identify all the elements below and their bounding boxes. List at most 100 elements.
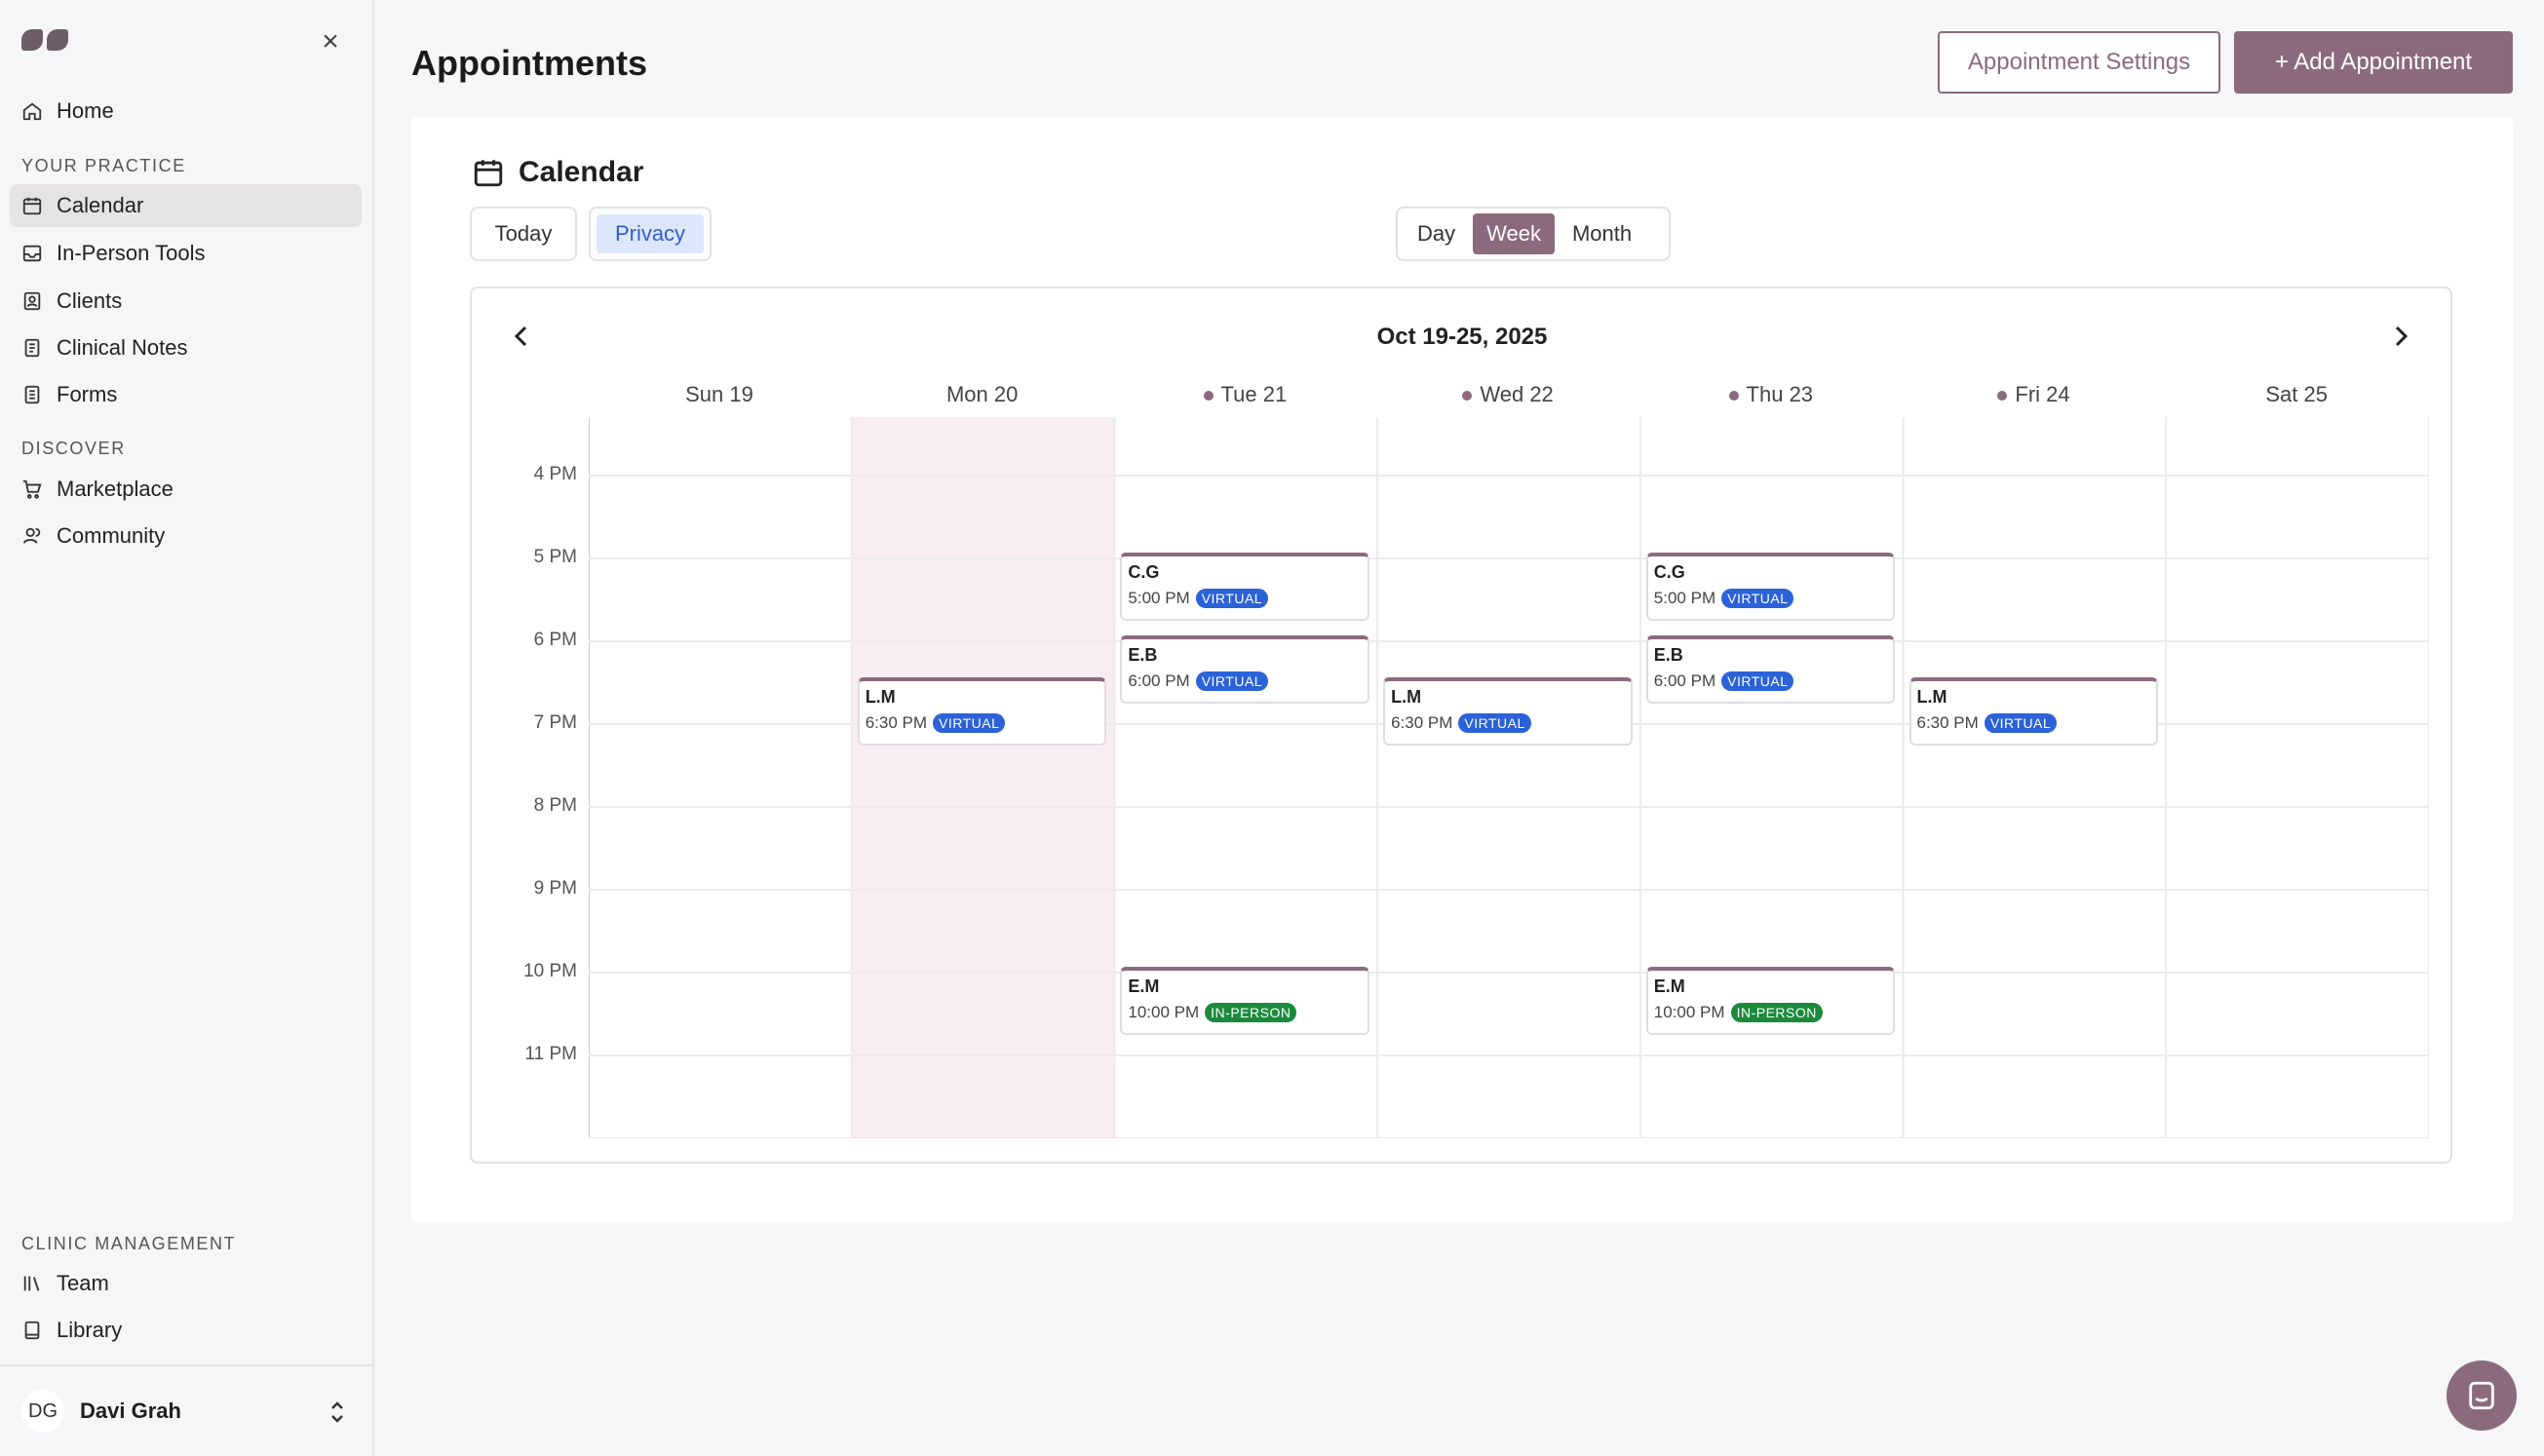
hour-label: 9 PM [533,878,577,899]
appointment-time-row: 6:30 PM VIRTUAL [1391,712,1631,733]
sidebar-item-clinical-notes[interactable]: Clinical Notes [10,326,362,369]
calendar-heading: Calendar [472,156,643,189]
sidebar-item-in-person-tools[interactable]: In-Person Tools [10,232,362,275]
view-month-button[interactable]: Month [1571,221,1633,246]
sidebar-item-label: Forms [57,382,118,406]
today-button[interactable]: Today [470,207,577,261]
appointment-card[interactable]: E.M 10:00 PM IN-PERSON [1645,967,1896,1035]
appointment-time: 5:00 PM [1653,589,1716,607]
day-header[interactable]: Fri 24 [1904,382,2165,407]
hour-label: 5 PM [533,547,577,567]
user-menu[interactable]: DG Davi Grah [0,1364,372,1456]
page-title: Appointments [411,43,647,83]
day-header[interactable]: Sat 25 [2166,382,2427,407]
section-label-discover: DISCOVER [21,439,126,458]
appointment-time-row: 6:30 PM VIRTUAL [1917,712,2157,733]
sidebar-item-clients[interactable]: Clients [10,280,362,323]
appointment-client: E.B [1653,645,1683,665]
book-icon [24,1321,40,1340]
appointment-card[interactable]: L.M 6:30 PM VIRTUAL [1383,676,1633,746]
hour-label: 7 PM [533,712,577,733]
day-header[interactable]: Tue 21 [1114,382,1375,407]
day-header-label: Wed 22 [1480,382,1554,406]
hour-label: 10 PM [523,961,577,981]
privacy-button[interactable]: Privacy [597,214,704,253]
sidebar-item-team[interactable]: Team [10,1262,362,1305]
appointment-type-badge: VIRTUAL [933,712,1006,733]
inbox-icon [22,245,42,262]
hour-label: 4 PM [533,464,577,484]
user-name: Davi Grah [80,1399,181,1423]
appointment-card[interactable]: L.M 6:30 PM VIRTUAL [1908,676,2159,746]
privacy-toggle[interactable]: Privacy [589,207,712,261]
sidebar-item-marketplace[interactable]: Marketplace [10,468,362,511]
sidebar-item-label: Home [57,98,114,123]
appointment-time-row: 5:00 PM VIRTUAL [1128,589,1368,608]
appointment-client: C.G [1128,562,1160,582]
library-stacks-icon [23,1276,40,1291]
sidebar-item-label: Clients [57,288,123,313]
sidebar-item-library[interactable]: Library [10,1309,362,1352]
sidebar-item-label: Calendar [57,193,144,217]
appointment-time: 10:00 PM [1128,1003,1200,1021]
section-label-clinic: CLINIC MANAGEMENT [21,1234,237,1253]
appointment-type-badge: IN-PERSON [1730,1003,1823,1022]
appointment-time: 5:00 PM [1128,589,1190,607]
add-appointment-button[interactable]: + Add Appointment [2234,31,2513,94]
week-range-label: Oct 19-25, 2025 [1376,324,1548,350]
appointment-card[interactable]: E.M 10:00 PM IN-PERSON [1120,967,1370,1035]
chevron-up-down-icon[interactable] [328,1398,347,1427]
appointment-time-row: 6:00 PM VIRTUAL [1128,671,1368,691]
has-events-dot [1728,391,1739,402]
appointment-type-badge: VIRTUAL [1721,589,1794,608]
sidebar-item-label: In-Person Tools [57,241,206,265]
day-header[interactable]: Sun 19 [589,382,850,407]
section-label-practice: YOUR PRACTICE [21,156,186,175]
sidebar-item-label: Library [57,1318,123,1342]
appointment-time-row: 10:00 PM IN-PERSON [1654,1003,1894,1022]
view-week-button[interactable]: Week [1473,213,1555,254]
day-header[interactable]: Mon 20 [852,382,1113,407]
sidebar-item-community[interactable]: Community [10,515,362,557]
chevron-left-icon[interactable] [507,322,536,351]
appointment-client: E.M [1653,977,1685,996]
sidebar-item-forms[interactable]: Forms [10,373,362,416]
appointment-client: L.M [1391,686,1422,707]
sidebar-item-label: Marketplace [57,477,173,501]
appointment-settings-button[interactable]: Appointment Settings [1938,31,2220,94]
form-icon [24,385,40,404]
cart-icon [22,479,42,499]
appointment-card[interactable]: E.B 6:00 PM VIRTUAL [1645,635,1896,704]
calendar-icon [474,160,503,187]
sidebar-item-home[interactable]: Home [10,90,362,133]
day-header-label: Thu 23 [1746,382,1814,406]
week-grid [589,417,2429,1138]
day-header[interactable]: Wed 22 [1377,382,1638,407]
appointment-card[interactable]: E.B 6:00 PM VIRTUAL [1120,635,1370,704]
appointment-time-row: 5:00 PM VIRTUAL [1654,589,1894,608]
sidebar: × Home YOUR PRACTICE Calendar In-Person … [0,0,374,1456]
calendar-grid-container [470,287,2452,1164]
calendar-title: Calendar [519,156,644,188]
chat-launcher[interactable] [2447,1360,2517,1431]
appointment-client: E.M [1128,977,1160,996]
appointment-card[interactable]: L.M 6:30 PM VIRTUAL [857,676,1107,746]
day-header-label: Mon 20 [945,382,1019,406]
sidebar-item-calendar[interactable]: Calendar [10,184,362,227]
day-header-label: Fri 24 [2015,382,2070,406]
chevron-right-icon[interactable] [2386,322,2415,351]
sidebar-item-label: Clinical Notes [57,335,188,360]
brand-logo[interactable] [21,29,68,51]
appointment-client: C.G [1653,562,1685,582]
day-header[interactable]: Thu 23 [1640,382,1902,407]
calendar-card [411,117,2513,1222]
has-events-dot [1462,391,1473,402]
close-sidebar-icon[interactable]: × [322,25,339,57]
appointment-card[interactable]: C.G 5:00 PM VIRTUAL [1120,553,1370,621]
view-day-button[interactable]: Day [1417,221,1456,246]
appointment-time-row: 6:00 PM VIRTUAL [1654,671,1894,691]
sidebar-item-label: Team [57,1271,109,1295]
home-icon [22,102,42,121]
appointment-time-row: 6:30 PM VIRTUAL [866,712,1105,733]
appointment-card[interactable]: C.G 5:00 PM VIRTUAL [1645,553,1896,621]
